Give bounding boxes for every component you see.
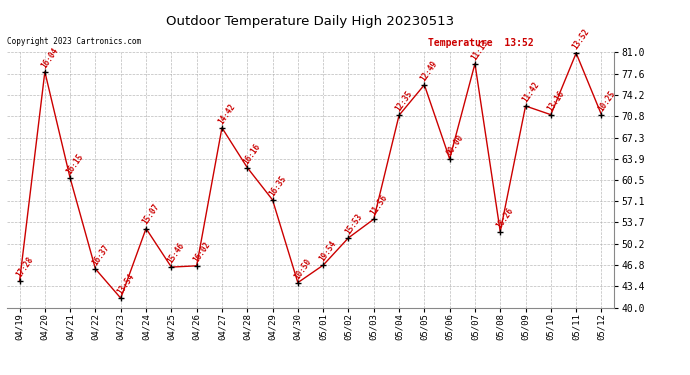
Text: 17:28: 17:28 [14, 255, 34, 279]
Text: 13:16: 13:16 [546, 89, 566, 113]
Text: 14:42: 14:42 [217, 102, 237, 126]
Text: 15:46: 15:46 [166, 241, 186, 265]
Text: 16:35: 16:35 [267, 174, 288, 198]
Text: 18:26: 18:26 [495, 206, 515, 230]
Text: 11:56: 11:56 [368, 193, 389, 217]
Text: 00:00: 00:00 [444, 133, 465, 157]
Text: 12:35: 12:35 [394, 89, 414, 114]
Text: 13:52: 13:52 [571, 27, 591, 51]
Text: 11:13: 11:13 [470, 38, 490, 62]
Text: 13:54: 13:54 [115, 272, 136, 296]
Text: 19:54: 19:54 [318, 239, 338, 263]
Text: 16:02: 16:02 [191, 240, 212, 264]
Text: 16:16: 16:16 [242, 142, 262, 166]
Text: Temperature  13:52: Temperature 13:52 [428, 38, 533, 48]
Text: 10:50: 10:50 [293, 256, 313, 281]
Text: 15:07: 15:07 [141, 202, 161, 226]
Text: Outdoor Temperature Daily High 20230513: Outdoor Temperature Daily High 20230513 [166, 15, 455, 28]
Text: Copyright 2023 Cartronics.com: Copyright 2023 Cartronics.com [7, 38, 141, 46]
Text: 11:42: 11:42 [520, 80, 541, 104]
Text: 16:15: 16:15 [65, 152, 86, 176]
Text: 15:53: 15:53 [343, 212, 364, 236]
Text: 10:25: 10:25 [596, 89, 617, 113]
Text: 12:49: 12:49 [419, 59, 440, 83]
Text: 16:04: 16:04 [39, 46, 60, 70]
Text: 16:37: 16:37 [90, 243, 110, 267]
